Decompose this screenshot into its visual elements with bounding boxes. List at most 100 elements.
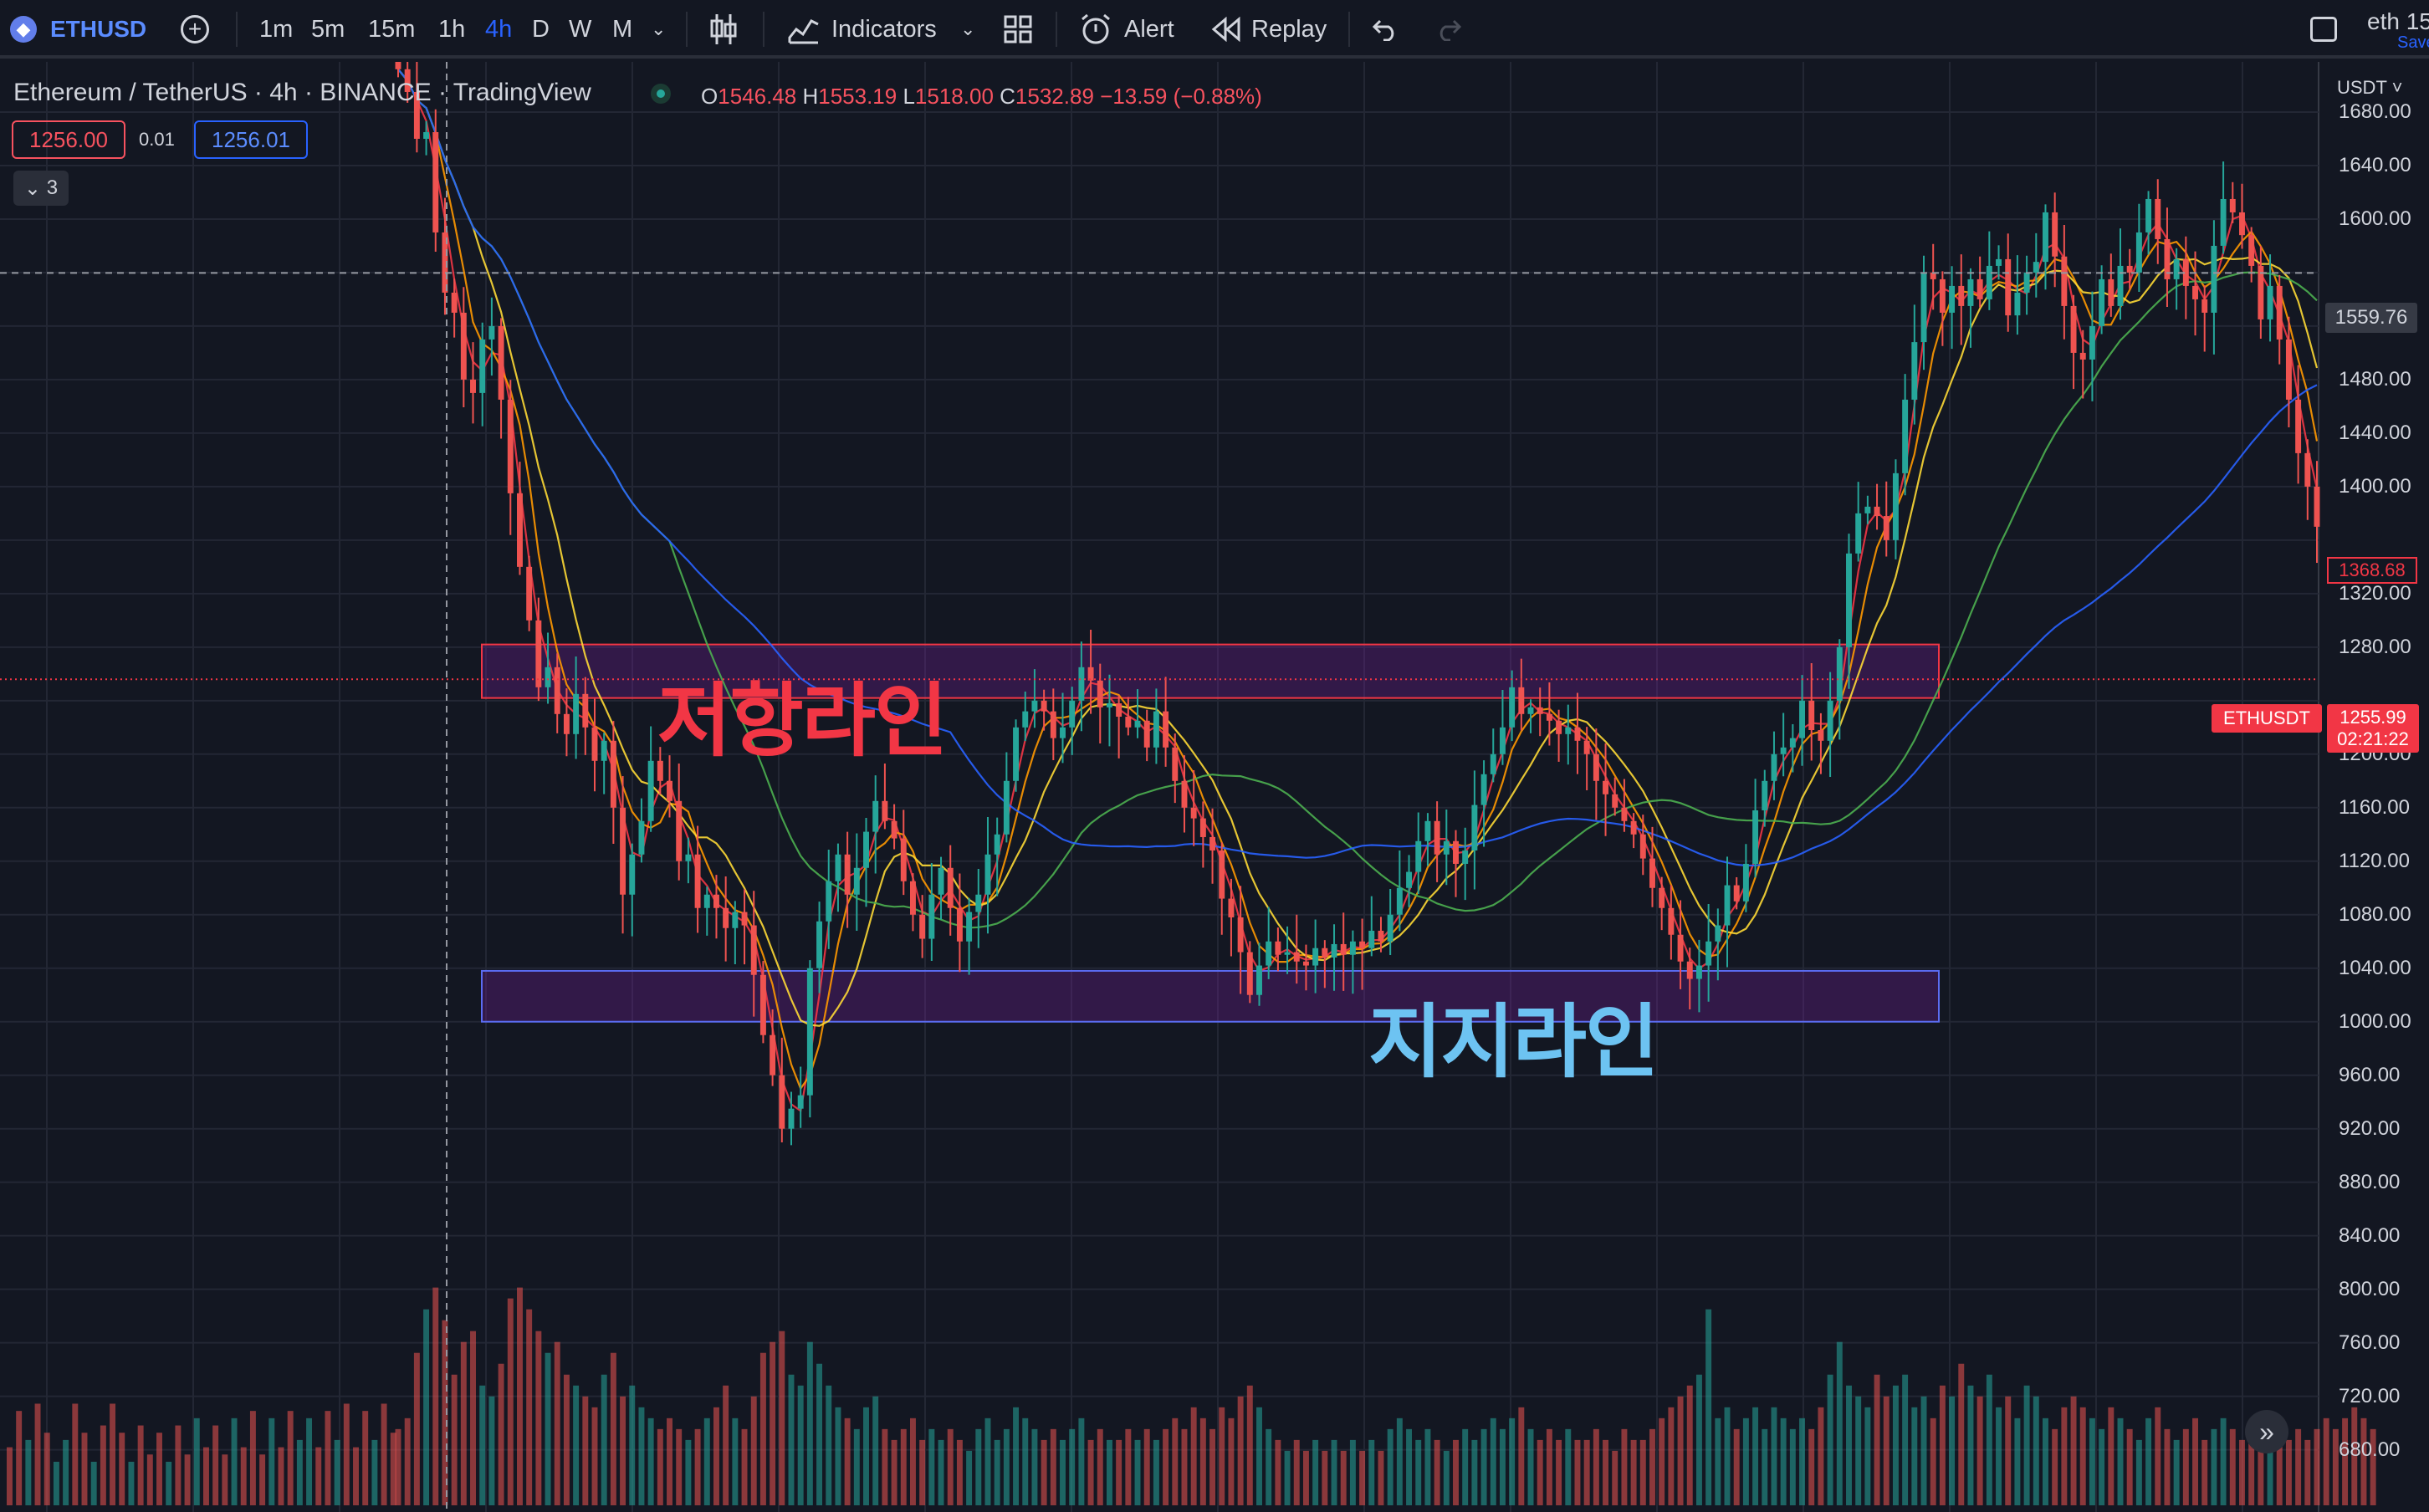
candle [1976,278,1983,299]
indicators-icon[interactable] [788,0,820,59]
volume-bar [2229,1428,2236,1505]
candle [2201,299,2208,313]
volume-bar [381,1403,387,1505]
candle [984,854,991,895]
candle [1143,720,1150,748]
interval-dropdown-chevron-icon[interactable]: ⌄ [651,18,667,39]
volume-bar [2201,1439,2208,1505]
volume-bar [90,1461,97,1505]
candle [591,727,598,761]
candle [1659,887,1665,908]
volume-bar [278,1447,284,1505]
price-tick: 800.00 [2339,1277,2401,1300]
undo-icon[interactable] [1372,0,1399,59]
volume-bar [1266,1428,1272,1505]
candle [1949,285,1956,313]
indicators-button[interactable]: Indicators [831,15,937,43]
resistance-zone-label[interactable]: 저항라인 [657,677,948,766]
candle [1163,711,1169,748]
volume-bar [1827,1374,1833,1505]
scroll-to-realtime-button[interactable]: » [2245,1410,2288,1453]
volume-bar [741,1428,748,1505]
volume-bar [1275,1439,1281,1505]
volume-bar [1031,1428,1038,1505]
interval-5m[interactable]: 5m [311,15,345,43]
toolbar-divider [763,12,764,47]
compare-add-symbol-button[interactable]: + [181,15,209,43]
redo-icon[interactable] [1435,0,1462,59]
candle [1836,646,1843,701]
volume-bar [2079,1407,2086,1505]
candle [909,881,916,915]
candle [1799,700,1806,738]
replay-button[interactable]: Replay [1251,15,1327,43]
resistance-zone [481,643,1940,699]
price-tick: 1000.00 [2339,1009,2411,1033]
candle [1686,961,1693,979]
volume-bar [2173,1439,2180,1505]
indicators-collapse-button[interactable]: ⌄ 3 [13,171,69,206]
interval-15m[interactable]: 15m [368,15,416,43]
interval-4h[interactable]: 4h [485,15,513,43]
volume-bar [638,1407,645,1505]
candle [1199,818,1206,837]
volume-bar [1939,1385,1946,1505]
chart-legend-title[interactable]: Ethereum / TetherUS · 4h · BINANCE · Tra… [13,79,591,106]
volume-bar [1228,1418,1235,1505]
save-layout-link[interactable]: Save [2397,33,2429,52]
volume-bar [2351,1407,2358,1505]
alarm-clock-icon[interactable] [1079,0,1112,59]
interval-d[interactable]: D [532,15,550,43]
volume-bar [2099,1428,2105,1505]
candle [2061,256,2068,306]
volume-bar [1340,1450,1347,1505]
volume-bar [479,1385,486,1505]
volume-bar [306,1418,313,1505]
candle [1228,898,1235,917]
volume-bar [2014,1418,2021,1505]
interval-w[interactable]: W [569,15,592,43]
price-tick: 760.00 [2339,1331,2401,1354]
rewind-icon[interactable] [1211,0,1241,59]
price-tick: 1080.00 [2339,902,2411,926]
layout-grid-icon[interactable] [1004,0,1032,59]
volume-bar [1742,1418,1749,1505]
candle [545,667,551,687]
price-chart[interactable] [0,62,2429,1512]
candle [667,780,672,801]
candle [2145,198,2152,232]
volume-bar [1041,1439,1047,1505]
candle [1864,506,1871,513]
volume-bar [1246,1385,1253,1505]
alert-button[interactable]: Alert [1124,15,1174,43]
interval-1m[interactable]: 1m [259,15,294,43]
symbol-search-button[interactable]: ETHUSD [50,16,147,42]
zones [481,643,1940,1023]
volume-bar [1172,1418,1179,1505]
interval-1h[interactable]: 1h [438,15,466,43]
templates-dropdown-chevron-icon[interactable]: ⌄ [960,18,976,39]
layout-checkbox-icon[interactable] [2310,17,2337,42]
volume-bar [1368,1439,1375,1505]
sell-button[interactable]: 1256.00 [12,120,125,159]
volume-bar [240,1447,247,1505]
candle-type-icon[interactable] [709,0,738,59]
candle [835,854,841,881]
volume-bar [723,1385,729,1505]
candle [563,713,570,734]
volume-bar [156,1433,162,1505]
interval-m[interactable]: M [612,15,633,43]
price-scale-currency[interactable]: USDT ˅ [2337,77,2402,99]
volume-bar [816,1363,823,1505]
volume-bar [1116,1439,1122,1505]
candle [1237,917,1244,953]
volume-bar [1864,1407,1871,1505]
volume-bar [72,1403,79,1505]
buy-button[interactable]: 1256.01 [194,120,308,159]
layout-name[interactable]: eth 15 [2367,8,2429,34]
candle [1022,711,1029,728]
currency-label: USDT [2337,77,2387,98]
candle [404,69,411,92]
volume-bar [1050,1428,1056,1505]
support-zone-label[interactable]: 지지라인 [1368,998,1659,1087]
